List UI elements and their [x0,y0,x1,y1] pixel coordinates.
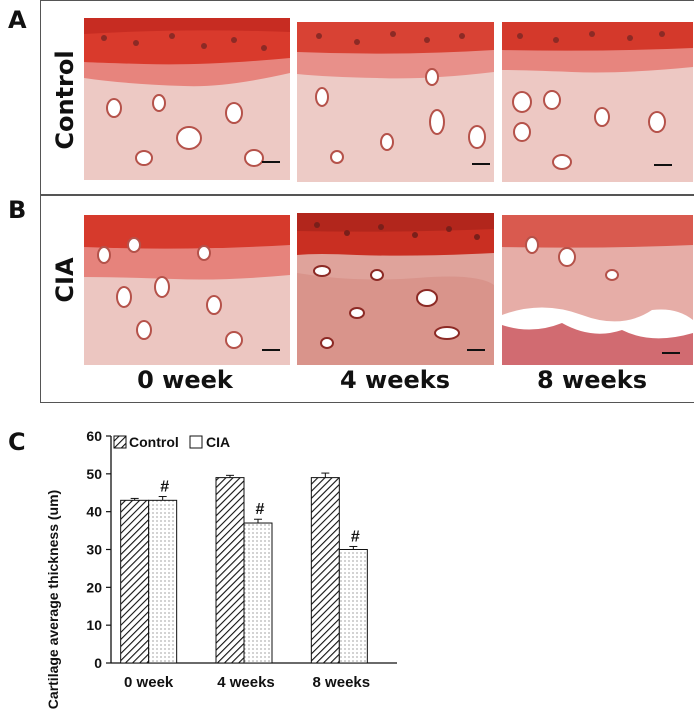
bar-control-0 [120,499,150,664]
legend-label-cia: CIA [206,434,230,450]
row-label-control: Control [51,50,79,150]
category-label: 4 weeks [217,674,275,691]
legend-swatch-control [113,435,127,449]
significance-mark: # [160,479,169,496]
control-row-frame [40,0,694,195]
bar-cia-2 [338,549,368,664]
y-tick-label: 50 [86,466,102,482]
histology-control-0wk [84,18,290,180]
significance-mark: # [256,501,265,518]
y-tick-label: 0 [94,655,102,671]
bar-cia-0 [148,499,178,664]
time-label-8wk: 8 weeks [536,366,648,394]
panel-letter-a: A [8,6,27,34]
panel-letter-b: B [8,196,27,224]
histology-control-8wk [502,22,693,182]
significance-mark: # [351,528,360,545]
cia-row-frame [40,195,694,403]
legend-label-control: Control [129,434,179,450]
row-label-cia: CIA [51,257,79,303]
bar-cia-1 [243,522,273,664]
legend-swatch-cia [189,435,203,449]
bar-control-1 [215,477,245,664]
y-tick-label: 40 [86,504,102,520]
y-tick-label: 10 [86,617,102,633]
histology-control-4wk [297,22,494,182]
panel-letter-c: C [8,428,26,456]
y-tick-label: 30 [86,542,102,558]
category-label: 8 weeks [313,674,371,691]
histology-cia-4wk [297,213,494,365]
y-tick-label: 20 [86,579,102,595]
histology-cia-0wk [84,215,290,365]
histology-cia-8wk [502,215,693,365]
y-axis-label: Cartilage average thickness (um) [45,490,61,709]
time-label-0wk: 0 week [137,366,233,394]
y-tick-label: 60 [86,428,102,444]
bar-control-2 [310,477,340,664]
time-label-4wk: 4 weeks [339,366,451,394]
category-label: 0 week [124,674,174,691]
thickness-bar-chart: 0 10 20 30 40 50 60 Cartilage average thickness… [45,428,397,709]
